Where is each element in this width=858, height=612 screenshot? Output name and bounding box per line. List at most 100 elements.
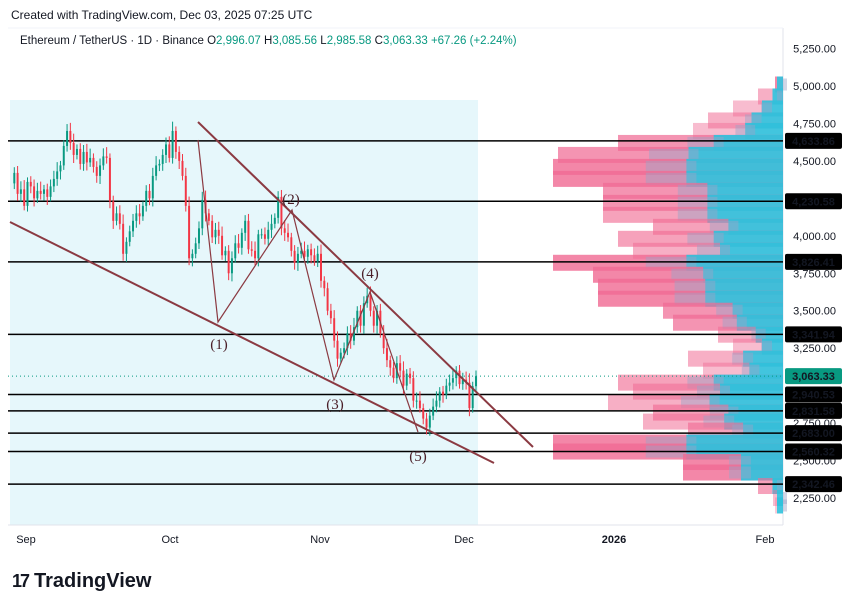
y-axis-tick-label: 5,250.00 xyxy=(793,44,836,56)
candle-body xyxy=(346,333,349,349)
candle-body xyxy=(92,157,95,167)
candle-body xyxy=(409,373,412,379)
candle-body xyxy=(362,303,365,326)
volume-profile-bar xyxy=(687,232,724,245)
y-axis-tick-label: 4,500.00 xyxy=(793,156,836,168)
candle-body xyxy=(293,250,296,263)
candle-body xyxy=(217,229,220,236)
tradingview-logo[interactable]: 17 TradingView xyxy=(12,570,151,593)
candle-body xyxy=(402,370,405,386)
candle-body xyxy=(432,406,435,416)
candle-body xyxy=(178,151,181,161)
candle-body xyxy=(148,190,151,199)
candle-body xyxy=(39,190,42,194)
volume-profile-bar xyxy=(777,480,783,493)
volume-profile-bar xyxy=(697,244,730,257)
candle-body xyxy=(46,189,49,197)
candle-body xyxy=(165,144,167,155)
candle-body xyxy=(227,250,230,274)
candle-body xyxy=(458,370,461,385)
volume-profile-bar xyxy=(709,220,739,233)
candle-body xyxy=(418,400,421,409)
volume-profile-bar xyxy=(649,148,699,161)
volume-profile-bar xyxy=(677,208,718,221)
volume-profile-bar xyxy=(783,499,787,512)
candle-body xyxy=(128,231,131,242)
x-axis-tick-label: Feb xyxy=(756,534,775,546)
candle-body xyxy=(49,186,52,197)
candle-body xyxy=(263,234,266,239)
candle-body xyxy=(399,363,402,371)
volume-profile-bar xyxy=(722,316,747,329)
symbol-name[interactable]: Ethereum / TetherUS · 1D · Binance xyxy=(20,35,204,47)
price-level-tag xyxy=(785,443,842,460)
candle-body xyxy=(422,408,425,419)
candle-body xyxy=(174,130,177,152)
candle-body xyxy=(59,165,62,172)
candle-body xyxy=(181,160,184,176)
price-level-tag xyxy=(785,326,842,343)
volume-profile-bar xyxy=(777,76,783,93)
candle-body xyxy=(247,220,250,250)
volume-profile-bar xyxy=(687,136,724,149)
candle-body xyxy=(108,157,111,202)
candle-body xyxy=(389,360,392,368)
wave-label: (5) xyxy=(409,449,427,465)
candle-body xyxy=(52,178,55,187)
candle-body xyxy=(56,171,59,179)
volume-profile-bar xyxy=(677,184,718,197)
volume-profile-bar xyxy=(772,88,783,105)
candle-body xyxy=(270,223,273,230)
candle-body xyxy=(171,130,174,158)
candle-body xyxy=(369,295,372,311)
candle-body xyxy=(349,333,352,341)
candle-body xyxy=(277,196,280,218)
candle-body xyxy=(343,348,346,353)
candle-body xyxy=(382,333,385,349)
volume-profile-bar xyxy=(777,497,783,514)
candle-body xyxy=(230,258,233,274)
candle-body xyxy=(72,142,75,155)
y-axis-tick-label: 4,000.00 xyxy=(793,231,836,243)
candle-body xyxy=(405,373,408,386)
price-level-tag xyxy=(785,132,842,149)
high-value: 3,085.56 xyxy=(272,35,318,47)
price-level-tag-label: 2,560.32 xyxy=(792,447,835,459)
candle-body xyxy=(112,201,115,221)
candle-body xyxy=(287,232,290,238)
candle-body xyxy=(254,250,257,259)
candle-body xyxy=(207,213,210,221)
x-axis-tick-label: Oct xyxy=(161,534,178,546)
candle-body xyxy=(475,376,477,387)
price-level-tag-label: 4,230.58 xyxy=(792,196,835,208)
candle-body xyxy=(85,151,88,163)
candle-body xyxy=(122,223,125,254)
volume-profile-bar xyxy=(716,304,743,317)
candle-body xyxy=(313,255,316,262)
candle-body xyxy=(16,172,19,194)
candle-body xyxy=(326,288,329,311)
volume-profile-bar xyxy=(735,124,756,137)
chart-credit: Created with TradingView.com, Dec 03, 20… xyxy=(11,8,313,22)
candle-body xyxy=(234,243,237,259)
candle-body xyxy=(191,253,194,259)
candle-body xyxy=(451,378,454,383)
price-level-tag-label: 3,341.94 xyxy=(792,329,836,341)
y-axis-tick-label: 4,750.00 xyxy=(793,118,836,130)
candle-body xyxy=(356,310,359,328)
price-level-tag xyxy=(785,193,842,210)
wave-label: (2) xyxy=(282,192,300,208)
candle-body xyxy=(125,241,128,254)
candle-body xyxy=(75,148,78,155)
candle-body xyxy=(42,189,45,194)
candle-body xyxy=(118,213,121,224)
candle-body xyxy=(316,253,319,262)
wave-label: (3) xyxy=(326,397,344,413)
candle-body xyxy=(303,250,306,257)
y-axis-tick-label: 3,250.00 xyxy=(793,343,836,355)
candle-body xyxy=(376,310,379,326)
tradingview-brand: TradingView xyxy=(34,570,152,592)
candle-body xyxy=(115,213,118,221)
change-value: +67.26 (+2.24%) xyxy=(430,35,517,47)
